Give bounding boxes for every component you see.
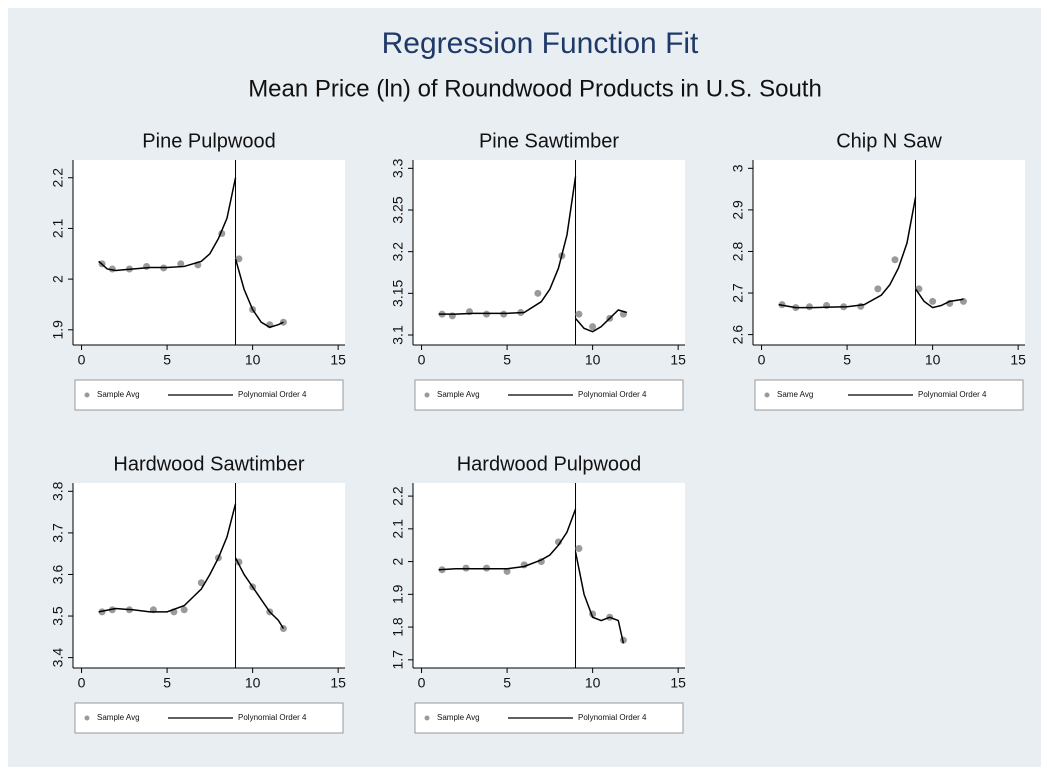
panel-title: Pine Sawtimber	[479, 130, 619, 152]
sample-point	[891, 256, 899, 264]
plot-area	[413, 483, 685, 668]
legend-marker	[424, 392, 430, 398]
panel-title: Hardwood Pulpwood	[457, 453, 642, 475]
legend-label: Polynomial Order 4	[578, 713, 647, 722]
sample-point	[534, 289, 542, 297]
legend-label: Polynomial Order 4	[238, 390, 307, 399]
y-tick-label: 3.7	[50, 523, 66, 543]
y-tick-label: 2.6	[730, 325, 746, 345]
y-tick-label: 1.7	[390, 650, 406, 670]
sample-point	[805, 303, 813, 311]
y-tick-label: 3	[730, 164, 746, 172]
y-tick-label: 3.2	[390, 242, 406, 262]
sample-point	[589, 323, 597, 331]
subtitle: Mean Price (ln) of Roundwood Products in…	[248, 75, 822, 102]
panel-title: Pine Pulpwood	[142, 130, 275, 152]
legend-marker	[764, 392, 770, 398]
x-tick-label: 10	[585, 675, 601, 691]
x-tick-label: 10	[585, 352, 601, 368]
x-tick-label: 10	[245, 352, 261, 368]
plot-area	[73, 160, 345, 345]
legend-label: Sample Avg	[437, 390, 480, 399]
x-tick-label: 5	[843, 352, 851, 368]
y-tick-label: 3.25	[390, 196, 406, 223]
fit-line	[778, 197, 964, 309]
sample-point	[143, 262, 151, 270]
legend-box	[74, 702, 344, 734]
sample-point	[180, 606, 188, 614]
x-tick-label: 0	[418, 352, 426, 368]
fit-line	[438, 508, 625, 644]
x-tick-label: 10	[925, 352, 941, 368]
x-tick-label: 10	[245, 675, 261, 691]
y-tick-label: 3.3	[390, 158, 406, 178]
sample-point	[448, 312, 456, 320]
x-tick-label: 0	[758, 352, 766, 368]
panel-title: Hardwood Sawtimber	[113, 453, 305, 475]
x-tick-label: 5	[163, 675, 171, 691]
x-tick-label: 0	[78, 675, 86, 691]
x-tick-label: 15	[1010, 352, 1026, 368]
sample-point	[177, 260, 185, 268]
x-tick-label: 15	[670, 352, 686, 368]
panel-title: Chip N Saw	[836, 130, 942, 152]
x-tick-label: 5	[503, 352, 511, 368]
sample-point	[500, 310, 508, 318]
x-tick-label: 5	[503, 675, 511, 691]
y-tick-label: 1.9	[50, 320, 66, 340]
legend-label: Polynomial Order 4	[578, 390, 647, 399]
fit-line	[98, 503, 285, 629]
fit-line	[98, 177, 284, 329]
y-tick-label: 2.8	[730, 242, 746, 262]
sample-point	[503, 567, 511, 575]
y-tick-label: 3.4	[50, 648, 66, 668]
y-tick-label: 2.1	[50, 218, 66, 238]
y-tick-label: 3.1	[390, 325, 406, 345]
x-tick-label: 15	[670, 675, 686, 691]
y-tick-label: 1.9	[390, 584, 406, 604]
legend-label: Polynomial Order 4	[238, 713, 307, 722]
legend-label: Sample Avg	[97, 390, 140, 399]
legend-label: Same Avg	[777, 390, 813, 399]
title: Regression Function Fit	[382, 27, 699, 60]
y-tick-label: 2.9	[730, 200, 746, 220]
x-tick-label: 0	[418, 675, 426, 691]
x-tick-label: 5	[163, 352, 171, 368]
y-tick-label: 3.8	[50, 481, 66, 501]
x-tick-label: 15	[330, 352, 346, 368]
sample-point	[575, 544, 583, 552]
sample-point	[483, 310, 491, 318]
x-tick-label: 15	[330, 675, 346, 691]
y-tick-label: 1.8	[390, 617, 406, 637]
legend-label: Sample Avg	[437, 713, 480, 722]
sample-point	[197, 579, 205, 587]
y-tick-label: 2.1	[390, 519, 406, 539]
y-tick-label: 3.6	[50, 565, 66, 585]
y-tick-label: 2	[390, 557, 406, 565]
legend-label: Polynomial Order 4	[918, 390, 987, 399]
plot-area	[753, 160, 1025, 345]
y-tick-label: 2.2	[390, 486, 406, 506]
y-tick-label: 3.15	[390, 279, 406, 306]
y-tick-label: 2	[50, 275, 66, 283]
sample-point	[575, 310, 583, 318]
legend-marker	[84, 392, 90, 398]
sample-point	[857, 302, 865, 310]
y-tick-label: 2.7	[730, 283, 746, 303]
y-tick-label: 2.2	[50, 168, 66, 188]
y-tick-label: 3.5	[50, 606, 66, 626]
x-tick-label: 0	[78, 352, 86, 368]
sample-point	[235, 255, 243, 263]
sample-point	[874, 285, 882, 293]
sample-point	[929, 297, 937, 305]
legend-marker	[84, 715, 90, 721]
legend-label: Sample Avg	[97, 713, 140, 722]
fit-line	[438, 176, 628, 333]
legend-marker	[424, 715, 430, 721]
